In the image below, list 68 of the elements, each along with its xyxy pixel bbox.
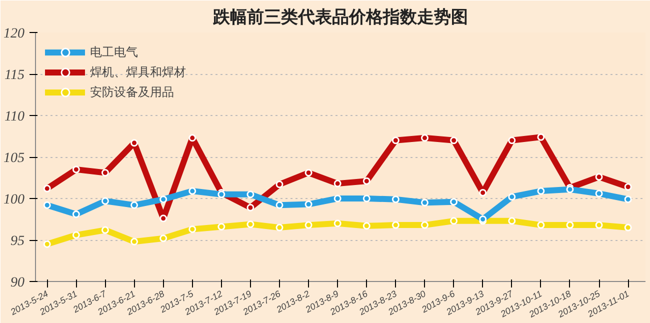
chart-title: 跌幅前三类代表品价格指数走势图 <box>212 8 468 28</box>
legend-label: 电工电气 <box>90 44 138 60</box>
point <box>566 221 574 229</box>
y-tick-label: 100 <box>4 192 24 208</box>
point <box>450 198 458 206</box>
point <box>246 190 254 198</box>
point <box>508 217 516 225</box>
point <box>101 226 109 234</box>
point <box>334 180 342 188</box>
point <box>334 194 342 202</box>
point <box>43 184 51 192</box>
point <box>304 221 312 229</box>
point <box>624 196 632 204</box>
point <box>392 196 400 204</box>
point <box>624 183 632 191</box>
point <box>304 200 312 208</box>
point <box>537 133 545 141</box>
point <box>420 198 428 206</box>
point <box>72 166 80 174</box>
point <box>160 214 168 222</box>
legend-label: 焊机、焊具和焊材 <box>90 64 186 80</box>
point <box>479 188 487 196</box>
point <box>362 194 370 202</box>
point <box>101 197 109 205</box>
point <box>537 187 545 195</box>
point <box>160 196 168 204</box>
point <box>101 169 109 177</box>
point <box>188 134 196 142</box>
point <box>450 217 458 225</box>
point <box>130 139 138 147</box>
point <box>43 240 51 248</box>
point <box>392 136 400 144</box>
point <box>392 221 400 229</box>
point <box>362 222 370 230</box>
point <box>334 220 342 228</box>
point <box>276 180 284 188</box>
point <box>276 201 284 209</box>
point <box>595 221 603 229</box>
point <box>304 169 312 177</box>
point <box>537 221 545 229</box>
point <box>508 136 516 144</box>
point <box>188 225 196 233</box>
point <box>362 177 370 185</box>
point <box>130 201 138 209</box>
point <box>508 193 516 201</box>
point <box>450 136 458 144</box>
y-tick-label: 90 <box>10 276 24 290</box>
point <box>130 238 138 246</box>
legend-label: 安防设备及用品 <box>90 84 174 100</box>
point <box>595 173 603 181</box>
y-tick-label: 110 <box>4 110 25 124</box>
point <box>43 201 51 209</box>
y-tick-label: 95 <box>10 234 24 249</box>
point <box>72 231 80 239</box>
point <box>595 190 603 198</box>
point <box>276 224 284 232</box>
point <box>420 134 428 142</box>
y-tick-label: 115 <box>4 68 25 83</box>
point <box>420 221 428 229</box>
y-tick-label: 120 <box>4 26 24 42</box>
point <box>72 210 80 218</box>
y-tick-label: 105 <box>4 151 24 166</box>
point <box>246 204 254 212</box>
point <box>246 220 254 228</box>
point <box>624 224 632 232</box>
point <box>160 234 168 242</box>
point <box>218 222 226 230</box>
point <box>188 187 196 195</box>
